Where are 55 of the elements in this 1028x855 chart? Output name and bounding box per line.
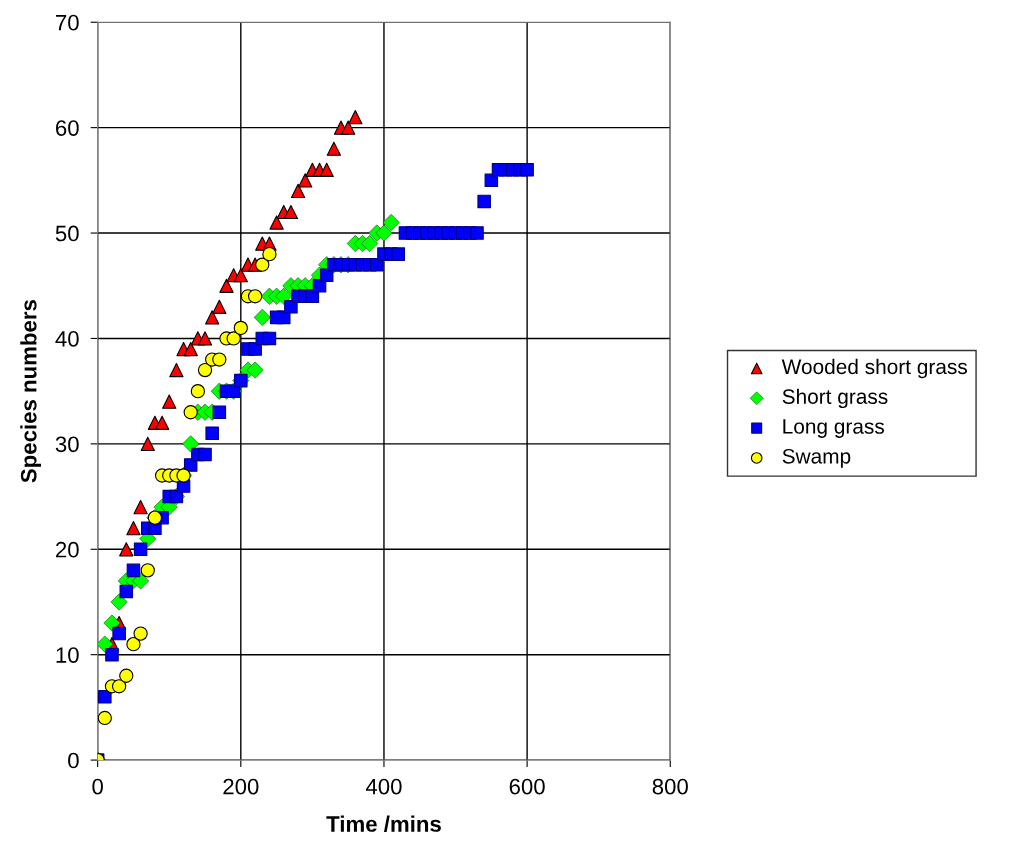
y-axis-title: Species numbers bbox=[20, 300, 41, 483]
x-axis-title: Time /mins bbox=[326, 815, 441, 833]
point bbox=[348, 109, 363, 125]
point bbox=[97, 710, 112, 726]
legend-label: Long grass bbox=[783, 419, 885, 438]
point bbox=[197, 362, 213, 378]
point bbox=[212, 299, 227, 314]
point bbox=[140, 563, 155, 578]
point bbox=[133, 499, 148, 515]
y-tick-label: 0 bbox=[68, 752, 79, 769]
y-tick-label: 40 bbox=[55, 330, 79, 347]
x-tick-label: 600 bbox=[509, 778, 545, 795]
legend-label: Swamp bbox=[782, 448, 851, 468]
point bbox=[162, 394, 177, 409]
point bbox=[183, 405, 198, 420]
point bbox=[233, 268, 248, 283]
y-tick-label: 70 bbox=[56, 14, 79, 31]
legend-label: Short grass bbox=[782, 388, 888, 409]
point bbox=[255, 257, 270, 272]
x-tick-label: 800 bbox=[652, 778, 688, 795]
x-tick-label: 200 bbox=[223, 778, 259, 795]
point bbox=[183, 341, 198, 357]
point bbox=[111, 679, 127, 694]
point bbox=[226, 331, 241, 346]
point bbox=[140, 436, 155, 452]
point bbox=[197, 331, 213, 346]
y-tick-label: 30 bbox=[55, 436, 79, 453]
point bbox=[290, 183, 306, 199]
point bbox=[233, 320, 248, 336]
point bbox=[169, 362, 184, 378]
x-tick-label: 0 bbox=[92, 778, 103, 795]
point bbox=[269, 215, 284, 230]
y-tick-label: 20 bbox=[56, 541, 79, 558]
point bbox=[262, 246, 277, 262]
point bbox=[212, 352, 227, 367]
point bbox=[319, 162, 334, 177]
y-tick-label: 10 bbox=[56, 647, 79, 663]
legend-label: Wooded short grass bbox=[781, 358, 967, 379]
point bbox=[126, 637, 141, 652]
point bbox=[326, 141, 341, 156]
point bbox=[247, 289, 263, 304]
point bbox=[219, 278, 234, 293]
y-tick-label: 50 bbox=[55, 225, 79, 242]
point bbox=[119, 668, 134, 683]
point bbox=[341, 120, 356, 135]
point bbox=[154, 415, 170, 430]
point bbox=[133, 626, 148, 641]
point bbox=[283, 204, 299, 220]
y-tick-label: 60 bbox=[56, 120, 79, 136]
point bbox=[119, 542, 134, 557]
point bbox=[126, 521, 141, 536]
x-tick-label: 400 bbox=[365, 778, 402, 795]
point bbox=[298, 173, 313, 188]
point bbox=[190, 384, 206, 399]
point bbox=[205, 310, 220, 325]
